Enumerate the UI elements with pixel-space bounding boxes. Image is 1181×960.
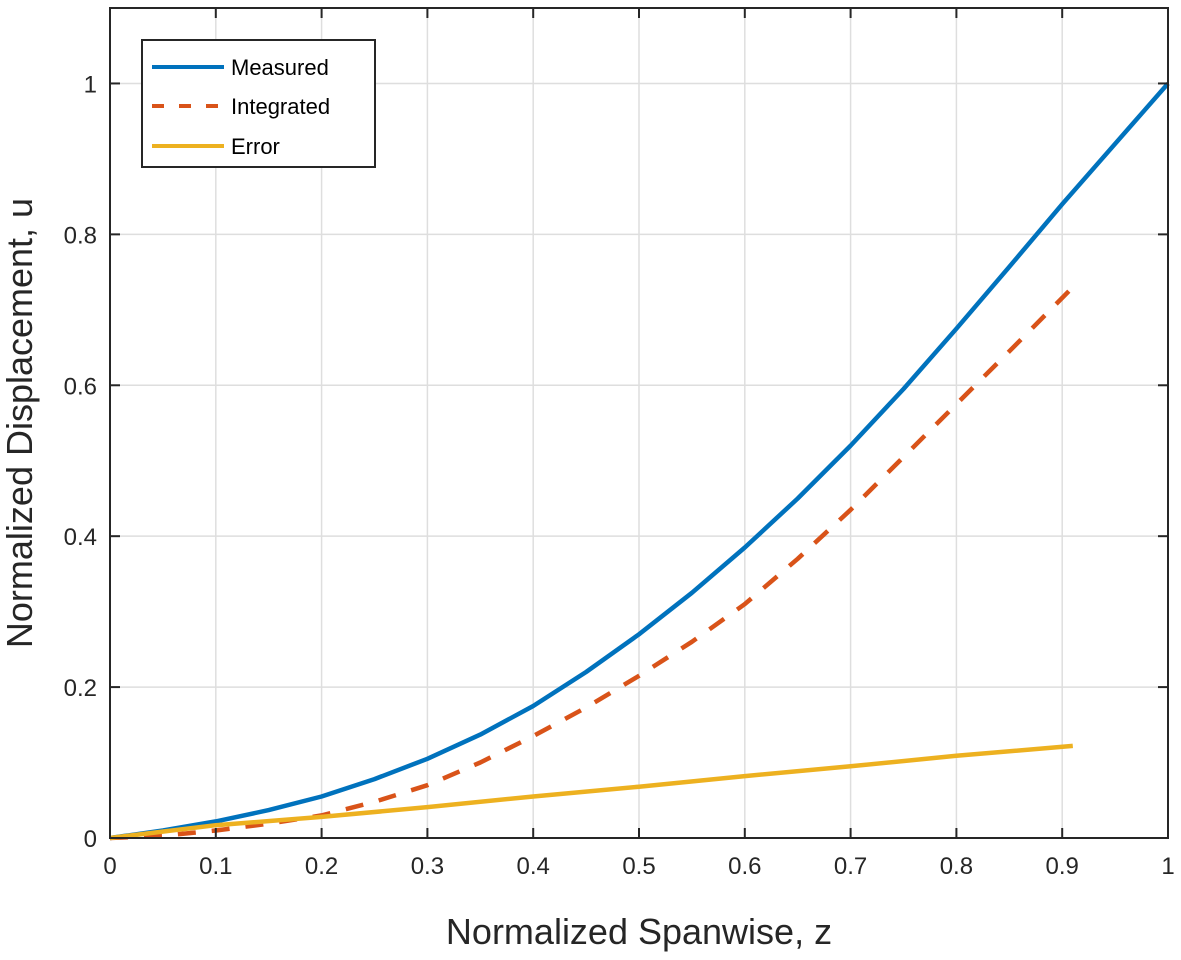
y-tick-label: 0.4 <box>64 524 97 551</box>
legend-label-integrated: Integrated <box>231 94 330 119</box>
series-line-measured <box>109 82 1170 841</box>
grid-lines <box>110 8 1168 838</box>
legend-label-error: Error <box>231 134 280 159</box>
x-tick-label: 0.7 <box>834 853 867 880</box>
y-tick-label: 0.6 <box>64 373 97 400</box>
series-line-error <box>109 743 1073 841</box>
x-tick-label: 0 <box>103 853 116 880</box>
x-tick-label: 0.4 <box>517 853 550 880</box>
x-tick-label: 0.1 <box>199 853 232 880</box>
x-tick-label: 0.8 <box>940 853 973 880</box>
x-tick-label: 0.6 <box>728 853 761 880</box>
legend: Measured Integrated Error <box>141 39 376 168</box>
y-tick-label: 1 <box>84 71 97 98</box>
legend-label-measured: Measured <box>231 55 329 80</box>
y-tick-label: 0 <box>84 826 97 853</box>
series-lines <box>109 82 1170 841</box>
x-axis-label: Normalized Spanwise, z <box>446 911 832 952</box>
y-tick-label: 0.8 <box>64 222 97 249</box>
x-tick-label: 0.9 <box>1046 853 1079 880</box>
x-tick-label: 0.3 <box>411 853 444 880</box>
y-axis-label: Normalized Displacement, u <box>0 198 40 648</box>
axis-ticks <box>109 8 1169 839</box>
y-tick-label: 0.2 <box>64 675 97 702</box>
x-tick-labels: 0 0.1 0.2 0.3 0.4 0.5 0.6 0.7 0.8 0.9 1 <box>103 853 1174 880</box>
x-tick-label: 0.5 <box>622 853 655 880</box>
x-tick-label: 0.2 <box>305 853 338 880</box>
y-tick-labels: 0 0.2 0.4 0.6 0.8 1 <box>64 71 97 853</box>
x-tick-label: 1 <box>1161 853 1174 880</box>
